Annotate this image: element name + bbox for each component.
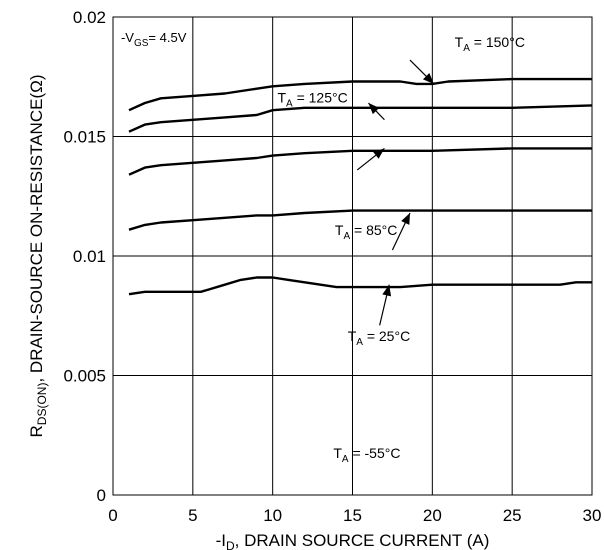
leader-arrowhead-2 [373, 148, 385, 159]
series-label-125c: TA = 125°C [277, 90, 347, 110]
series-line-0 [128, 77, 592, 112]
series-line-2 [128, 147, 592, 176]
x-tick-label: 15 [343, 506, 362, 525]
x-tick-label: 30 [583, 506, 602, 525]
plot-frame [112, 16, 593, 496]
tick-labels: 0 5 10 15 20 25 30 0 0.005 0.01 0.015 0.02 [63, 8, 601, 525]
series-layer [128, 77, 593, 296]
series-label-85c: TA = 85°C [335, 222, 397, 242]
y-axis-title: RDS(ON), DRAIN-SOURCE ON-RESISTANCE(Ω) [27, 75, 49, 438]
series-label-150c: TA = 150°C [455, 34, 525, 54]
vgs-annotation: -VGS= 4.5V [121, 30, 187, 49]
y-tick-label: 0.015 [63, 128, 106, 147]
series-line-1 [128, 104, 593, 133]
leader-arrowhead-0 [422, 72, 434, 84]
leader-arrowhead-1 [368, 103, 380, 115]
x-axis-title: -ID, DRAIN SOURCE CURRENT (A) [216, 531, 490, 550]
y-tick-label: 0 [97, 486, 106, 505]
x-tick-label: 20 [423, 506, 442, 525]
x-tick-label: 25 [503, 506, 522, 525]
leaders [356, 59, 435, 326]
leader-arrowhead-3 [401, 212, 410, 225]
series-line-4 [128, 276, 592, 296]
x-tick-label: 5 [188, 506, 197, 525]
y-tick-label: 0.02 [73, 8, 106, 27]
series-label-25c: TA = 25°C [348, 328, 410, 348]
grid [113, 17, 592, 495]
series-label-minus55c: TA = -55°C [333, 445, 400, 465]
x-tick-label: 0 [108, 506, 117, 525]
x-tick-label: 10 [263, 506, 282, 525]
leader-arrowhead-4 [382, 284, 392, 297]
y-tick-label: 0.005 [63, 367, 106, 386]
y-tick-label: 0.01 [73, 247, 106, 266]
series-line-3 [128, 209, 592, 231]
